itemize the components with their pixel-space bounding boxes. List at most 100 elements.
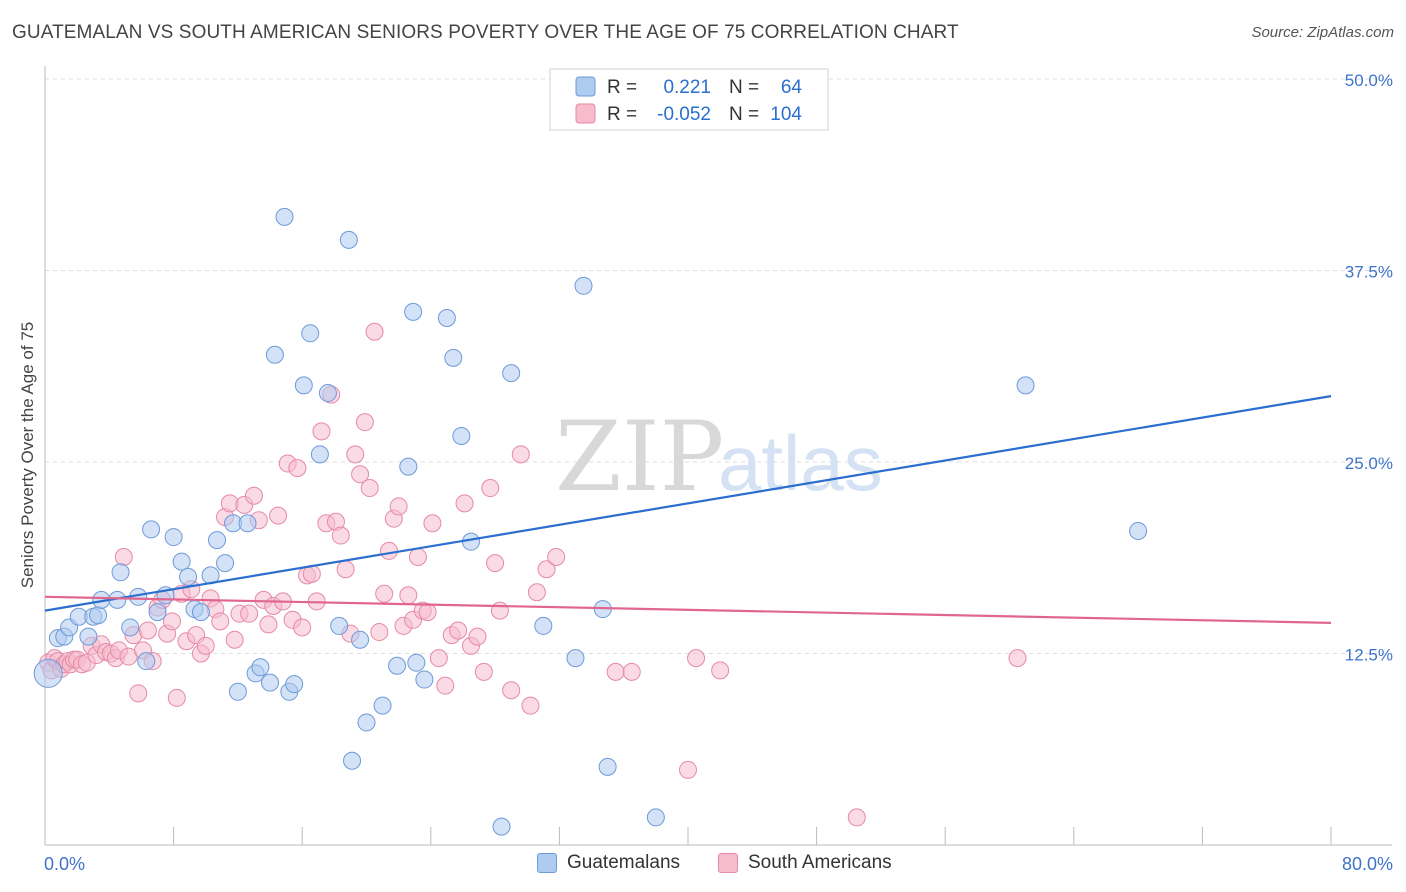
data-point xyxy=(534,616,553,635)
data-point xyxy=(687,649,706,668)
y-tick-label: 12.5% xyxy=(1345,646,1393,665)
data-point xyxy=(365,322,384,341)
data-point xyxy=(679,760,697,779)
grid-lines xyxy=(45,78,1392,654)
series-legend: Guatemalans South Americans xyxy=(0,852,1406,878)
data-point xyxy=(346,445,365,464)
data-point xyxy=(196,636,215,655)
legend-label-south-americans: South Americans xyxy=(748,852,892,873)
data-point xyxy=(1129,521,1148,540)
legend-swatch-south-americans xyxy=(718,853,738,873)
data-point xyxy=(537,560,556,579)
legend-label-guatemalans: Guatemalans xyxy=(567,852,681,873)
data-point xyxy=(380,541,399,560)
data-point xyxy=(436,676,455,695)
data-point xyxy=(373,696,392,715)
x-tick-label: 80.0% xyxy=(1342,854,1393,874)
y-axis-label: Seniors Poverty Over the Age of 75 xyxy=(18,322,37,588)
data-point xyxy=(240,604,259,623)
trend-lines xyxy=(44,395,1332,624)
data-point xyxy=(179,567,198,586)
data-point xyxy=(452,426,471,445)
data-point xyxy=(527,583,546,602)
legend-r-value: 0.221 xyxy=(663,77,711,98)
data-point xyxy=(357,713,376,732)
data-point xyxy=(370,623,389,642)
data-point xyxy=(211,612,230,631)
data-point xyxy=(429,649,448,668)
data-point xyxy=(167,688,186,707)
data-point xyxy=(455,494,474,513)
south-americans-points xyxy=(39,322,1027,827)
data-point xyxy=(208,531,227,550)
data-point xyxy=(343,751,362,770)
data-point xyxy=(312,422,331,441)
data-point xyxy=(481,479,500,498)
data-point xyxy=(310,445,329,464)
data-point xyxy=(275,207,294,226)
data-point xyxy=(114,547,133,566)
trend-line-south-americans xyxy=(44,595,1332,624)
tick-labels: 12.5% 25.0% 37.5% 50.0% 0.0% 80.0% xyxy=(44,71,1393,874)
watermark: ZIP atlas xyxy=(555,401,883,513)
data-point xyxy=(238,514,257,533)
data-point xyxy=(598,757,617,776)
data-point xyxy=(301,324,320,343)
legend-r-label: R = xyxy=(607,77,637,98)
data-point xyxy=(574,276,593,295)
data-point xyxy=(486,554,505,573)
data-point xyxy=(162,612,181,631)
data-point xyxy=(360,479,379,498)
data-point xyxy=(408,547,427,566)
data-point xyxy=(244,486,263,505)
data-point xyxy=(646,808,665,827)
data-point xyxy=(437,308,456,327)
data-point xyxy=(138,621,157,640)
legend-n-label: N = xyxy=(729,77,759,98)
data-point xyxy=(293,618,312,637)
data-point xyxy=(399,586,418,605)
y-tick-label: 50.0% xyxy=(1345,71,1393,90)
data-point xyxy=(449,621,468,640)
trend-line-guatemalans xyxy=(44,395,1332,612)
axes xyxy=(44,66,1392,846)
data-point xyxy=(129,684,148,703)
source-label: Source: ZipAtlas.com xyxy=(1251,24,1394,41)
legend-n-label: N = xyxy=(729,104,759,125)
legend-swatch-guatemalans xyxy=(537,853,557,873)
legend-r-value: -0.052 xyxy=(657,104,711,125)
data-point xyxy=(142,520,161,539)
data-point xyxy=(711,661,730,680)
data-point xyxy=(318,384,337,403)
data-point xyxy=(375,584,394,603)
data-point xyxy=(847,808,866,827)
data-point xyxy=(547,547,566,566)
legend-item-south-americans[interactable]: South Americans xyxy=(718,852,892,874)
data-point xyxy=(288,459,307,478)
data-point xyxy=(622,662,641,681)
guatemalans-points xyxy=(33,207,1148,836)
chart-title: GUATEMALAN VS SOUTH AMERICAN SENIORS POV… xyxy=(12,22,959,43)
data-point xyxy=(294,376,313,395)
legend-swatch-guatemalans xyxy=(575,76,596,97)
legend-n-value: 104 xyxy=(770,104,802,125)
legend-box xyxy=(549,68,829,131)
data-point xyxy=(330,616,349,635)
data-point xyxy=(388,656,407,675)
legend-n-value: 64 xyxy=(781,77,803,98)
data-point xyxy=(418,603,437,622)
data-point xyxy=(492,817,511,836)
data-point xyxy=(490,601,509,620)
data-point xyxy=(399,457,418,476)
data-point xyxy=(1008,649,1027,668)
data-point xyxy=(285,675,304,694)
data-point xyxy=(148,603,167,622)
data-point xyxy=(502,364,521,383)
data-point xyxy=(164,528,183,547)
y-tick-label: 37.5% xyxy=(1345,263,1393,282)
data-point xyxy=(521,696,540,715)
legend-swatch-south-americans xyxy=(575,103,596,124)
data-point xyxy=(172,552,191,571)
legend-item-guatemalans[interactable]: Guatemalans xyxy=(537,852,680,874)
data-point xyxy=(389,497,408,516)
